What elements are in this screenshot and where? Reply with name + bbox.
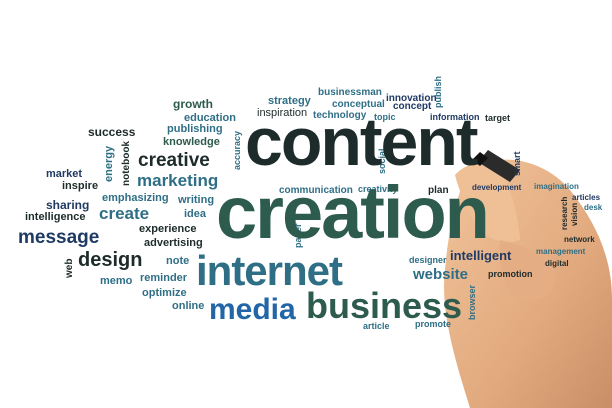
- word-energy: energy: [103, 145, 115, 182]
- word-conceptual: conceptual: [332, 99, 385, 110]
- marker-tip-shape: [472, 152, 488, 166]
- word-development: development: [472, 183, 522, 192]
- marker-shape: [478, 150, 520, 182]
- word-website: website: [413, 266, 469, 283]
- word-technology: technology: [313, 110, 367, 121]
- word-digital: digital: [545, 259, 569, 268]
- word-design: design: [78, 249, 143, 271]
- word-optimize: optimize: [142, 287, 187, 299]
- word-sharing: sharing: [46, 198, 90, 212]
- word-inspiration: inspiration: [257, 107, 308, 119]
- word-strategy: strategy: [268, 95, 311, 107]
- word-designer: designer: [409, 255, 447, 265]
- word-media: media: [209, 293, 296, 326]
- word-business: business: [306, 285, 463, 326]
- word-education: education: [184, 112, 236, 124]
- word-memo: memo: [100, 275, 133, 287]
- word-article: article: [363, 321, 390, 331]
- word-desk: desk: [584, 203, 603, 212]
- word-emphasizing: emphasizing: [102, 192, 169, 204]
- word-information: information: [430, 112, 480, 122]
- word-experience: experience: [139, 223, 197, 235]
- word-web: web: [64, 258, 75, 278]
- word-knowledge: knowledge: [163, 136, 220, 148]
- word-notebook: notebook: [121, 141, 132, 186]
- word-creativity: creativity: [358, 184, 398, 194]
- word-publishing: publishing: [167, 123, 223, 135]
- hand-finger-shape: [455, 163, 520, 242]
- word-message: message: [18, 227, 100, 248]
- word-inspire: inspire: [62, 180, 99, 192]
- word-intelligent: intelligent: [450, 248, 512, 263]
- word-concept: concept: [393, 101, 432, 112]
- word-accuracy: accuracy: [232, 130, 242, 170]
- word-communication: communication: [279, 185, 353, 196]
- word-businessman: businessman: [318, 87, 382, 98]
- word-promotion: promotion: [488, 269, 533, 279]
- word-smart: smart: [512, 151, 522, 176]
- word-growth: growth: [173, 97, 213, 111]
- word-network: network: [564, 235, 595, 244]
- word-promote: promote: [415, 319, 451, 329]
- word-research: research: [560, 196, 569, 230]
- word-target: target: [485, 113, 511, 123]
- word-success: success: [88, 125, 136, 139]
- hand-knuckle-shape: [499, 240, 556, 301]
- word-create: create: [99, 204, 150, 223]
- word-vision: vision: [570, 202, 579, 226]
- word-idea: idea: [184, 208, 207, 220]
- word-market: market: [46, 168, 83, 180]
- word-content: content: [245, 104, 479, 180]
- word-creative: creative: [138, 150, 210, 171]
- word-creation: creation: [216, 171, 490, 254]
- word-topic: topic: [374, 112, 396, 122]
- word-intelligence: intelligence: [25, 211, 86, 223]
- word-marketing: marketing: [137, 171, 219, 190]
- word-reminder: reminder: [140, 272, 188, 284]
- word-articles: articles: [572, 193, 601, 202]
- word-online: online: [172, 300, 205, 312]
- word-internet: internet: [196, 247, 343, 294]
- word-browser: browser: [467, 284, 477, 320]
- word-imagination: imagination: [534, 182, 579, 191]
- word-innovation: innovation: [386, 93, 437, 104]
- word-note: note: [166, 255, 190, 267]
- word-advertising: advertising: [144, 237, 203, 249]
- word-management: management: [536, 247, 586, 256]
- word-plan: plan: [428, 185, 449, 196]
- word-writing: writing: [178, 194, 215, 206]
